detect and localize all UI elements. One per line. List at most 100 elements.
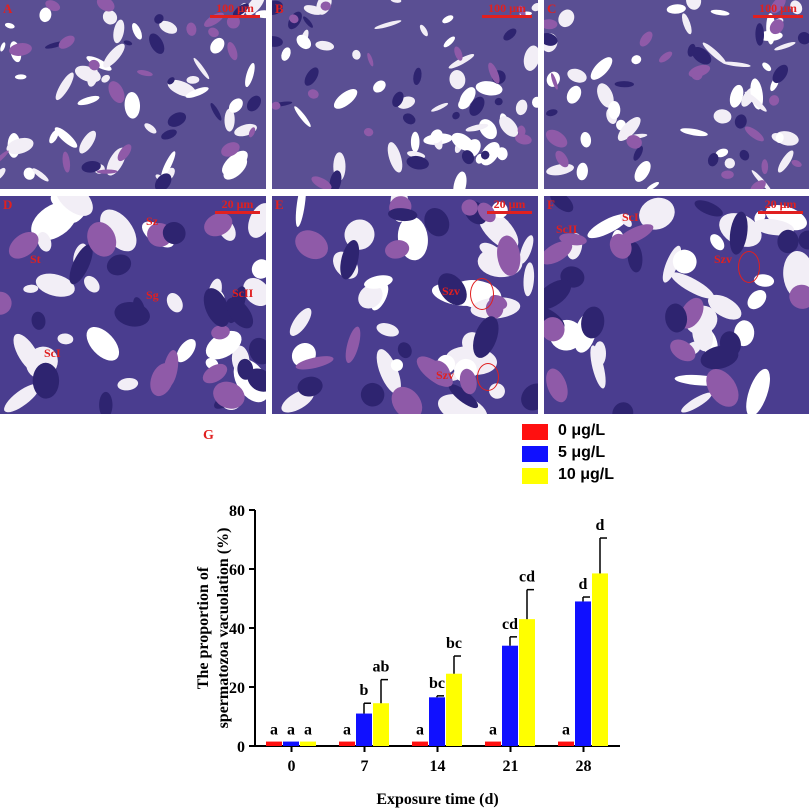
tissue-gap bbox=[167, 79, 197, 97]
cell-cluster bbox=[117, 144, 132, 162]
micrograph-c-image bbox=[544, 0, 809, 189]
bar-chart: 0 20 40 60 80 The proportion of spermatozoa va… bbox=[195, 503, 620, 808]
cell-cluster bbox=[719, 331, 741, 357]
tissue-gap bbox=[729, 84, 744, 108]
tissue-gap bbox=[453, 171, 467, 189]
tissue-gap bbox=[376, 323, 399, 337]
scale-bar: 20 μm bbox=[487, 198, 532, 214]
cell-cluster bbox=[454, 46, 463, 61]
cell-cluster bbox=[406, 155, 429, 170]
x-tick-label: 28 bbox=[576, 758, 592, 775]
legend-swatch-red bbox=[522, 424, 548, 440]
legend-swatch-yellow bbox=[522, 468, 548, 484]
cell-cluster bbox=[391, 386, 423, 414]
tissue-gap bbox=[451, 132, 474, 151]
cell-cluster bbox=[392, 91, 404, 107]
tissue-gap bbox=[449, 70, 466, 90]
cell-cluster bbox=[612, 402, 634, 414]
tissue-gap bbox=[101, 74, 110, 83]
tissue-gap bbox=[479, 242, 501, 258]
cell-cluster bbox=[303, 16, 313, 28]
tissue-gap bbox=[281, 47, 291, 61]
tissue-gap bbox=[619, 213, 632, 227]
tissue-gap bbox=[666, 4, 686, 14]
tissue-gap bbox=[710, 9, 730, 16]
micrograph-panel-f: F 20 μm ScII ScI Szv bbox=[544, 196, 809, 414]
cell-cluster bbox=[618, 224, 654, 245]
cell-cluster bbox=[461, 150, 475, 165]
cell-cluster bbox=[320, 1, 331, 11]
tissue-gap bbox=[294, 106, 311, 127]
cell-cluster bbox=[8, 231, 39, 259]
tissue-gap bbox=[55, 72, 74, 101]
tissue-gap bbox=[124, 92, 141, 119]
tissue-gap bbox=[499, 116, 519, 137]
cell-cluster bbox=[58, 35, 75, 49]
tissue-gap bbox=[634, 160, 651, 182]
tissue-gap bbox=[35, 273, 75, 297]
cell-cluster bbox=[360, 382, 385, 407]
legend-label: 0 μg/L bbox=[558, 422, 606, 439]
tissue-gap bbox=[113, 19, 125, 44]
significance-label: cd bbox=[502, 616, 518, 633]
legend-label: 5 μg/L bbox=[558, 444, 606, 461]
cell-cluster bbox=[480, 150, 490, 160]
bar bbox=[266, 741, 282, 746]
scale-bar-text: 20 μm bbox=[764, 197, 797, 211]
cell-cluster bbox=[96, 0, 115, 12]
tissue-gap bbox=[352, 49, 361, 60]
cell-cluster bbox=[497, 235, 521, 276]
cell-cluster bbox=[691, 46, 712, 65]
tissue-gap bbox=[303, 5, 323, 15]
tissue-gap bbox=[57, 333, 74, 345]
tissue-gap bbox=[775, 132, 784, 144]
tissue-gap bbox=[597, 83, 614, 108]
tissue-gap bbox=[224, 108, 235, 132]
y-axis-label: The proportion of spermatozoa vacuolation… bbox=[195, 528, 232, 729]
cell-cluster bbox=[99, 391, 113, 414]
tissue-gap bbox=[364, 275, 393, 289]
tissue-gap bbox=[14, 74, 27, 80]
cell-cluster bbox=[424, 207, 450, 237]
cell-cluster bbox=[544, 32, 558, 46]
tissue-gap bbox=[186, 75, 200, 84]
cell-cluster bbox=[413, 67, 422, 86]
tissue-gap bbox=[707, 294, 742, 320]
tissue-gap bbox=[296, 34, 312, 50]
y-tick-label: 0 bbox=[237, 739, 245, 756]
cell-cluster bbox=[272, 101, 281, 110]
bar bbox=[592, 573, 608, 746]
cell-cluster bbox=[729, 211, 748, 255]
tissue-gap bbox=[465, 123, 489, 132]
y-tick-label: 80 bbox=[229, 503, 245, 520]
tissue-gap bbox=[103, 43, 125, 68]
cell-cluster bbox=[108, 81, 125, 104]
cell-cluster bbox=[550, 196, 574, 213]
cell-cluster bbox=[544, 279, 572, 310]
cell-cluster bbox=[706, 369, 739, 407]
cell-cluster bbox=[448, 384, 479, 409]
cell-cluster bbox=[307, 89, 319, 99]
tissue-gap bbox=[710, 234, 725, 251]
cell-cluster bbox=[739, 149, 750, 161]
tissue-gap bbox=[531, 2, 538, 12]
cell-cluster bbox=[226, 15, 240, 29]
micrograph-panel-b: B 100 μm bbox=[272, 0, 538, 189]
cell-cluster bbox=[211, 325, 230, 340]
legend-swatch-blue bbox=[522, 446, 548, 462]
cell-cluster bbox=[340, 239, 360, 280]
bar bbox=[519, 619, 535, 746]
y-axis-label-line: spermatozoa vacuolation (%) bbox=[215, 528, 232, 729]
cell-cluster bbox=[69, 244, 93, 285]
cell-cluster bbox=[397, 342, 412, 359]
annotation-st: St bbox=[30, 252, 41, 266]
panel-label: A bbox=[3, 1, 13, 16]
tissue-gap bbox=[519, 235, 534, 264]
cell-cluster bbox=[755, 23, 765, 46]
cell-cluster bbox=[87, 221, 117, 257]
tissue-gap bbox=[702, 42, 726, 64]
scale-bar-text: 100 μm bbox=[759, 1, 797, 15]
tissue-gap bbox=[686, 0, 702, 10]
tissue-gap bbox=[4, 383, 40, 413]
tissue-gap bbox=[373, 80, 386, 93]
